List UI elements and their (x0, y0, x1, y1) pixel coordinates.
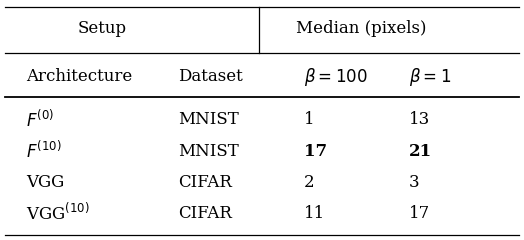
Text: 3: 3 (409, 174, 419, 191)
Text: 17: 17 (304, 143, 327, 160)
Text: $\beta = 100$: $\beta = 100$ (304, 66, 367, 88)
Text: CIFAR: CIFAR (178, 174, 232, 191)
Text: Median (pixels): Median (pixels) (296, 20, 427, 37)
Text: 21: 21 (409, 143, 432, 160)
Text: Dataset: Dataset (178, 68, 243, 85)
Text: Setup: Setup (78, 20, 127, 37)
Text: MNIST: MNIST (178, 143, 239, 160)
Text: VGG: VGG (26, 174, 64, 191)
Text: Architecture: Architecture (26, 68, 133, 85)
Text: 2: 2 (304, 174, 314, 191)
Text: 11: 11 (304, 205, 325, 222)
Text: $\beta = 1$: $\beta = 1$ (409, 66, 451, 88)
Text: 13: 13 (409, 112, 430, 128)
Text: MNIST: MNIST (178, 112, 239, 128)
Text: 17: 17 (409, 205, 430, 222)
Text: CIFAR: CIFAR (178, 205, 232, 222)
Text: $F^{(0)}$: $F^{(0)}$ (26, 109, 54, 131)
Text: 1: 1 (304, 112, 314, 128)
Text: $F^{(10)}$: $F^{(10)}$ (26, 141, 62, 162)
Text: VGG$^{(10)}$: VGG$^{(10)}$ (26, 203, 90, 224)
